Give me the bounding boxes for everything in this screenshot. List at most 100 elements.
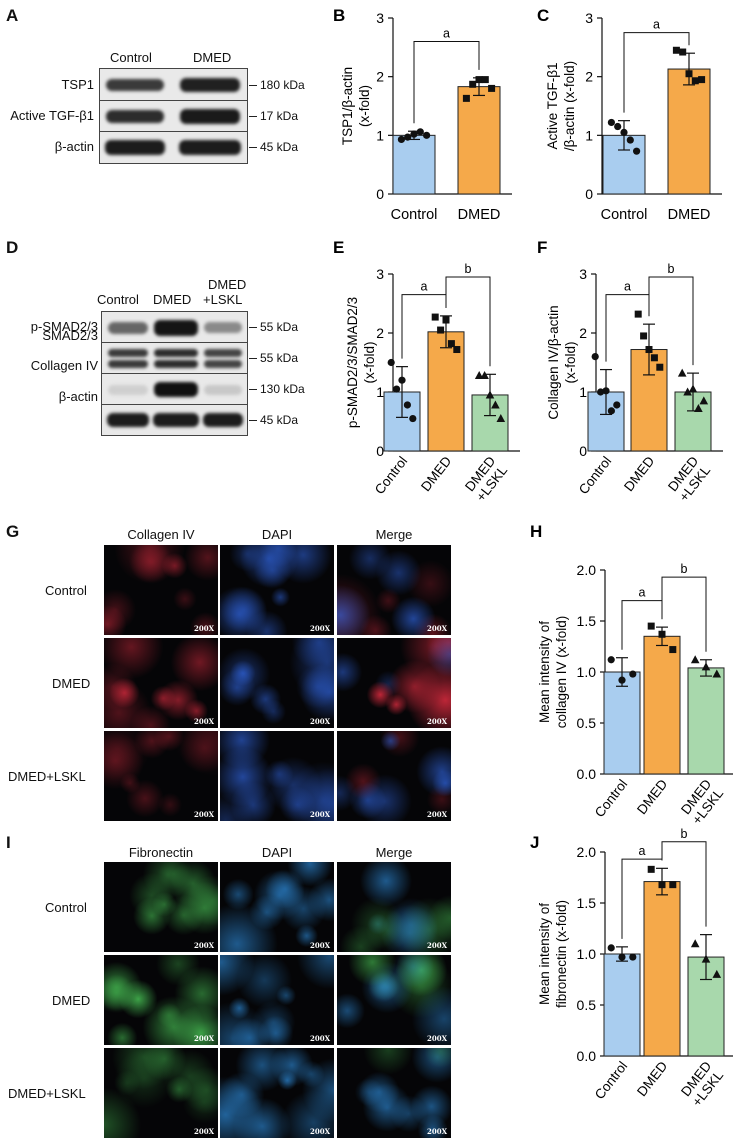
blot-a-strip-tsp1 bbox=[99, 68, 248, 102]
y-axis-label: Mean intensity of bbox=[537, 621, 552, 723]
data-point bbox=[469, 80, 477, 88]
bar-dmed bbox=[687, 667, 725, 775]
data-point bbox=[634, 310, 642, 318]
magnification-badge: 200X bbox=[309, 1034, 330, 1043]
blot-band bbox=[107, 413, 149, 427]
significance-label: b bbox=[668, 262, 675, 276]
magnification-badge: 200X bbox=[309, 624, 330, 633]
y-tick-label: 2.0 bbox=[577, 562, 597, 578]
significance-bracket bbox=[661, 841, 707, 927]
chart-c: C 0 1 2 3 Active TGF-β1/β-actin (x-fold) Contr… bbox=[537, 6, 722, 223]
blot-band bbox=[180, 109, 240, 124]
data-point bbox=[629, 670, 637, 678]
blot-band bbox=[204, 360, 242, 368]
micrograph-i-r2-c1: 200X bbox=[104, 955, 218, 1045]
y-tick-label: 3 bbox=[585, 10, 593, 26]
x-tick-label: DMED bbox=[458, 207, 501, 223]
y-tick-label: 1 bbox=[585, 127, 593, 143]
blot-d-row-label: p-SMAD2/3 bbox=[30, 319, 98, 334]
blot-d-strip-psmad bbox=[101, 311, 248, 344]
data-point bbox=[618, 676, 626, 684]
blot-a-col-dmed: DMED bbox=[193, 50, 232, 65]
y-tick-label: 1.0 bbox=[577, 664, 597, 680]
significance-bracket bbox=[661, 576, 707, 652]
x-tick-label-line: Control bbox=[576, 454, 615, 498]
blot-band bbox=[203, 413, 243, 427]
x-tick-label-line: Control bbox=[592, 1059, 631, 1103]
x-tick-label: Control bbox=[592, 1059, 631, 1103]
data-point bbox=[404, 133, 412, 141]
chart-b: B 0 1 2 3 TSP1/β-actin (x-fold) Control DMED a bbox=[333, 6, 512, 223]
panel-letter-f: F bbox=[537, 238, 547, 257]
y-tick-label: 1.0 bbox=[577, 946, 597, 962]
blot-a-row-label: TSP1 bbox=[61, 77, 94, 92]
y-axis-label: fibronectin (x-fold) bbox=[554, 900, 569, 1008]
y-axis-label: Mean intensity of bbox=[537, 903, 552, 1005]
data-point bbox=[640, 332, 648, 340]
micrograph-i-r2-c3: 200X bbox=[337, 955, 451, 1045]
x-tick-label: DMED bbox=[634, 1058, 670, 1099]
blot-band bbox=[153, 413, 199, 427]
blot-a-row-label: β-actin bbox=[54, 139, 94, 154]
blot-d-kda: 45 kDa bbox=[249, 413, 298, 427]
micrograph-g-r3-c2: 200X bbox=[220, 731, 334, 821]
data-point bbox=[701, 662, 711, 671]
bar-dmed bbox=[667, 68, 711, 195]
blot-d-row-label: β-actin bbox=[58, 389, 98, 404]
magnification-badge: 200X bbox=[309, 717, 330, 726]
blot-d-kda: 55 kDa bbox=[249, 320, 298, 334]
data-point bbox=[431, 313, 439, 321]
blot-band bbox=[204, 385, 242, 395]
significance-label: a bbox=[639, 844, 646, 858]
y-tick-label: 0.5 bbox=[577, 715, 597, 731]
magnification-badge: 200X bbox=[193, 1127, 214, 1136]
data-point bbox=[437, 326, 445, 334]
x-tick-label: DMED+LSKL bbox=[677, 776, 726, 827]
y-tick-label: 0.5 bbox=[577, 997, 597, 1013]
blot-d-kda: 55 kDa bbox=[249, 351, 298, 365]
data-point bbox=[633, 147, 641, 155]
micro-i-col-label: Fibronectin bbox=[128, 845, 194, 860]
micro-i-row-label: Control bbox=[45, 900, 87, 915]
data-point bbox=[393, 385, 401, 393]
blot-d-kda: 130 kDa bbox=[249, 382, 305, 396]
x-tick-label-line: Control bbox=[372, 454, 411, 498]
data-point bbox=[602, 387, 610, 395]
significance-label: a bbox=[639, 586, 646, 600]
data-point bbox=[387, 358, 395, 367]
y-axis-label: p-SMAD2/3/SMAD2/3 bbox=[345, 297, 360, 428]
micrograph-g-r3-c1: 200X bbox=[104, 731, 218, 821]
micrograph-g-r1-c2: 200X bbox=[220, 545, 334, 635]
blot-d-col-dmed: DMED bbox=[153, 292, 192, 307]
blot-band bbox=[180, 78, 240, 92]
x-tick-label: DMED bbox=[668, 207, 711, 223]
micro-i-col-label: DAPI bbox=[261, 845, 293, 860]
micro-g-row-label: Control bbox=[45, 583, 87, 598]
data-point bbox=[607, 944, 615, 952]
data-point bbox=[620, 128, 628, 136]
blot-d-row-label: SMAD2/3 bbox=[42, 328, 98, 343]
data-point bbox=[614, 122, 622, 131]
micrograph-g-r2-c1: 200X bbox=[104, 638, 218, 728]
blot-band bbox=[204, 322, 242, 333]
data-point bbox=[672, 46, 680, 54]
x-tick-label: Control bbox=[601, 207, 648, 223]
data-point bbox=[591, 353, 599, 361]
significance-label: a bbox=[443, 26, 450, 40]
significance-bracket bbox=[445, 276, 491, 367]
data-point bbox=[416, 128, 424, 136]
data-point bbox=[690, 939, 700, 948]
blot-a-kda: 180 kDa bbox=[249, 78, 305, 92]
panel-letter-h: H bbox=[530, 522, 542, 541]
micro-i-col-label: Merge bbox=[375, 845, 413, 860]
blot-d-strip-collagen bbox=[101, 373, 248, 406]
significance-label: b bbox=[465, 262, 472, 276]
data-point bbox=[669, 646, 677, 654]
blot-band bbox=[204, 349, 242, 357]
data-point bbox=[447, 340, 455, 348]
x-tick-label-line: DMED bbox=[621, 453, 657, 494]
data-point bbox=[658, 630, 666, 638]
